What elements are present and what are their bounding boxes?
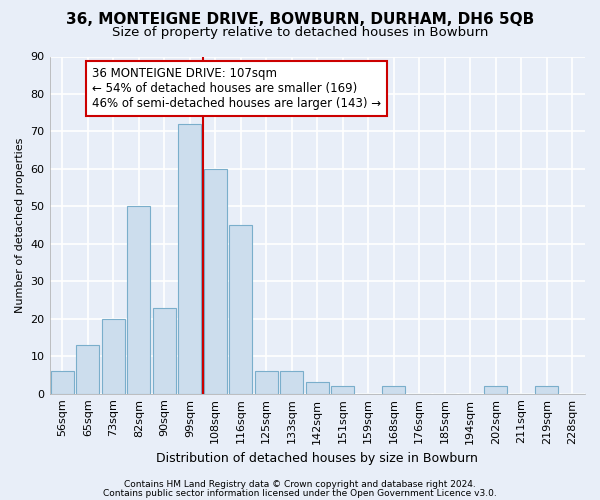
Bar	[306, 382, 329, 394]
Bar	[127, 206, 150, 394]
Bar	[204, 169, 227, 394]
Y-axis label: Number of detached properties: Number of detached properties	[15, 138, 25, 313]
Bar	[102, 319, 125, 394]
Bar	[535, 386, 558, 394]
Bar	[178, 124, 201, 394]
Bar	[484, 386, 507, 394]
Text: Contains public sector information licensed under the Open Government Licence v3: Contains public sector information licen…	[103, 488, 497, 498]
Text: Contains HM Land Registry data © Crown copyright and database right 2024.: Contains HM Land Registry data © Crown c…	[124, 480, 476, 489]
Bar	[153, 308, 176, 394]
Text: 36, MONTEIGNE DRIVE, BOWBURN, DURHAM, DH6 5QB: 36, MONTEIGNE DRIVE, BOWBURN, DURHAM, DH…	[66, 12, 534, 28]
Bar	[280, 371, 303, 394]
Bar	[229, 225, 252, 394]
Bar	[255, 371, 278, 394]
Bar	[331, 386, 354, 394]
Text: Size of property relative to detached houses in Bowburn: Size of property relative to detached ho…	[112, 26, 488, 39]
Bar	[382, 386, 405, 394]
Bar	[51, 371, 74, 394]
Text: 36 MONTEIGNE DRIVE: 107sqm
← 54% of detached houses are smaller (169)
46% of sem: 36 MONTEIGNE DRIVE: 107sqm ← 54% of deta…	[92, 66, 382, 110]
X-axis label: Distribution of detached houses by size in Bowburn: Distribution of detached houses by size …	[157, 452, 478, 465]
Bar	[76, 345, 99, 394]
